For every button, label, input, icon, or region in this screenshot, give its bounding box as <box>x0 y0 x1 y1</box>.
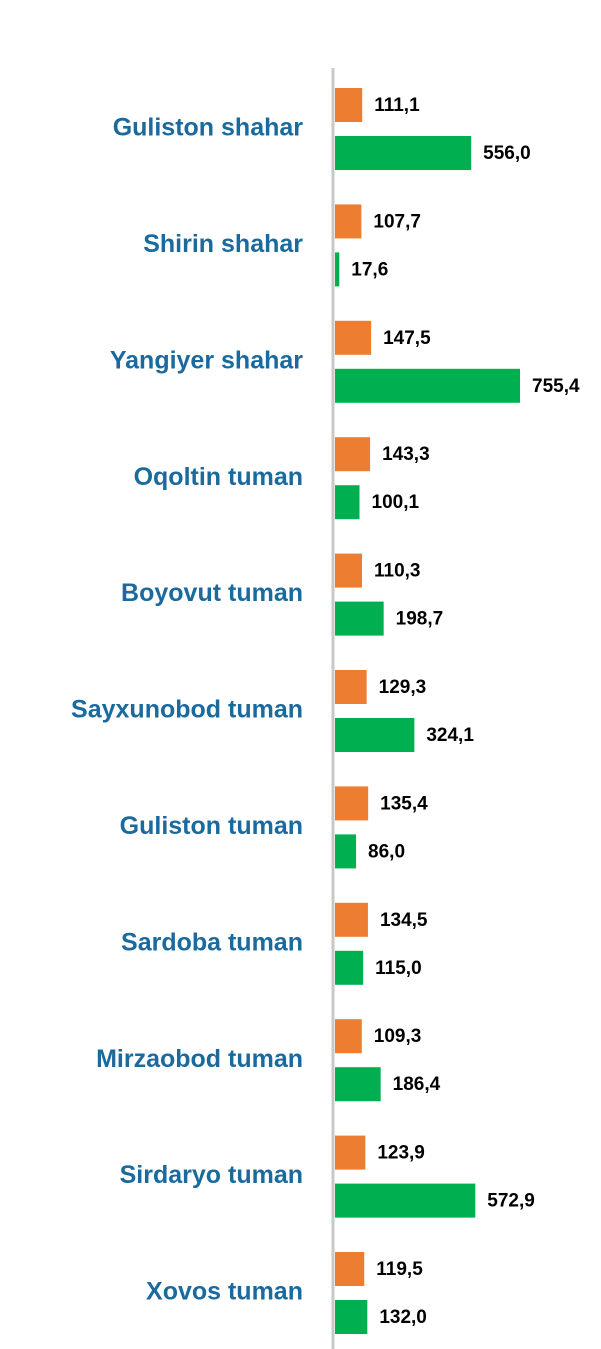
bar <box>335 437 371 472</box>
category-label: Xovos tuman <box>146 1278 303 1306</box>
bar <box>335 136 472 170</box>
category-label: Guliston tuman <box>120 812 303 840</box>
value-label: 143,3 <box>382 444 430 465</box>
value-label: 115,0 <box>375 958 422 979</box>
category-label: Boyovut tuman <box>121 579 303 607</box>
bar <box>335 670 367 704</box>
bar <box>335 601 384 636</box>
value-label: 123,9 <box>377 1143 425 1164</box>
value-label: 556,0 <box>483 143 531 164</box>
bar <box>335 786 369 821</box>
value-label: 110,3 <box>374 561 421 582</box>
bar <box>335 1067 381 1102</box>
category-label: Sayxunobod tuman <box>71 696 303 724</box>
value-label: 129,3 <box>379 677 427 698</box>
category-label: Sirdaryo tuman <box>120 1161 303 1189</box>
bar <box>335 368 520 403</box>
value-label: 134,5 <box>380 910 428 931</box>
value-label: 107,7 <box>373 211 421 232</box>
category-label: Oqoltin tuman <box>134 463 303 491</box>
value-label: 100,1 <box>372 492 420 513</box>
value-label: 17,6 <box>351 259 388 280</box>
bar <box>335 204 362 239</box>
value-label: 111,1 <box>374 95 420 116</box>
category-label: Shirin shahar <box>143 230 303 258</box>
bar <box>335 320 372 355</box>
bar <box>335 1300 368 1334</box>
value-label: 147,5 <box>383 328 431 349</box>
value-label: 109,3 <box>374 1026 422 1047</box>
value-label: 198,7 <box>396 609 444 630</box>
bar <box>335 902 368 937</box>
bar <box>335 553 363 588</box>
value-label: 135,4 <box>380 793 428 814</box>
bar <box>335 88 363 122</box>
value-label: 755,4 <box>532 376 580 397</box>
value-label: 86,0 <box>368 841 405 862</box>
value-label: 324,1 <box>426 725 474 746</box>
bar <box>335 252 340 287</box>
bar <box>335 1019 362 1054</box>
bar <box>335 485 360 520</box>
bar <box>335 1252 365 1286</box>
value-label: 186,4 <box>393 1074 441 1095</box>
bar <box>335 834 357 869</box>
bar <box>335 718 415 752</box>
category-label: Guliston shahar <box>113 114 304 142</box>
category-label: Sardoba tuman <box>121 928 303 956</box>
value-label: 572,9 <box>487 1191 535 1212</box>
bar <box>335 1183 476 1218</box>
value-label: 132,0 <box>379 1307 427 1328</box>
value-label: 119,5 <box>376 1259 423 1280</box>
category-label: Yangiyer shahar <box>110 346 303 374</box>
bar <box>335 1135 366 1170</box>
bar <box>335 950 364 985</box>
category-label: Mirzaobod tuman <box>96 1045 303 1073</box>
